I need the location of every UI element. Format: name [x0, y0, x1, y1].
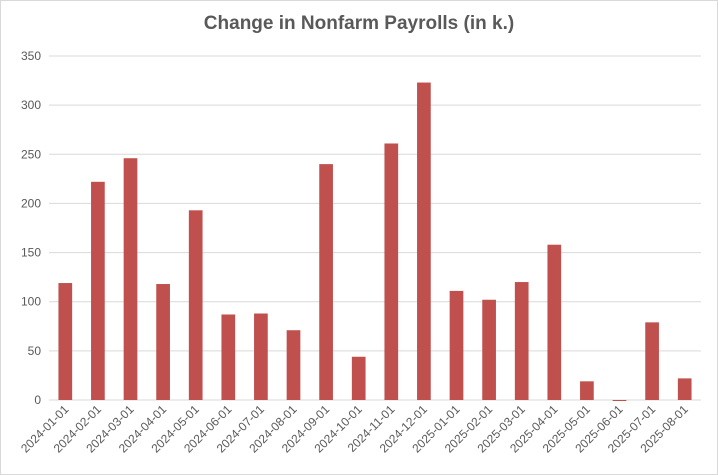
bar-2025-02-01	[482, 299, 496, 400]
bars	[58, 82, 692, 401]
y-tick-label: 150	[21, 246, 41, 260]
y-tick-label: 0	[34, 393, 41, 407]
bar-2024-03-01	[123, 158, 138, 400]
bar-2025-01-01	[449, 290, 464, 400]
y-tick-label: 300	[21, 98, 41, 112]
x-axis-ticks: 2024-01-012024-02-012024-03-012024-04-01…	[18, 402, 691, 456]
bar-2024-07-01	[254, 313, 268, 400]
bar-2024-06-01	[221, 314, 236, 400]
bar-2025-03-01	[514, 282, 529, 400]
bar-2024-11-01	[384, 143, 399, 400]
bar-2024-08-01	[286, 330, 301, 400]
bar-2024-12-01	[417, 82, 431, 400]
bar-2025-04-01	[547, 244, 562, 400]
bar-2024-10-01	[351, 356, 366, 400]
bar-2024-05-01	[188, 210, 203, 400]
chart-title: Change in Nonfarm Payrolls (in k.)	[203, 13, 515, 34]
bar-2025-08-01	[677, 378, 692, 400]
bar-2024-02-01	[91, 181, 105, 400]
bar-2024-04-01	[156, 284, 170, 400]
y-tick-label: 200	[21, 196, 41, 210]
y-tick-label: 50	[28, 344, 42, 358]
bar-2025-07-01	[645, 322, 659, 400]
bar-2025-06-01	[612, 400, 627, 401]
y-axis-ticks: 0 50 100 150 200 250 300 350	[21, 49, 41, 407]
y-tick-label: 250	[21, 147, 41, 161]
y-tick-label: 350	[21, 49, 41, 63]
gridlines	[49, 55, 701, 401]
bar-2025-05-01	[580, 381, 594, 400]
bar-2024-01-01	[58, 283, 73, 400]
y-tick-label: 100	[21, 295, 41, 309]
bar-2024-09-01	[319, 164, 333, 400]
